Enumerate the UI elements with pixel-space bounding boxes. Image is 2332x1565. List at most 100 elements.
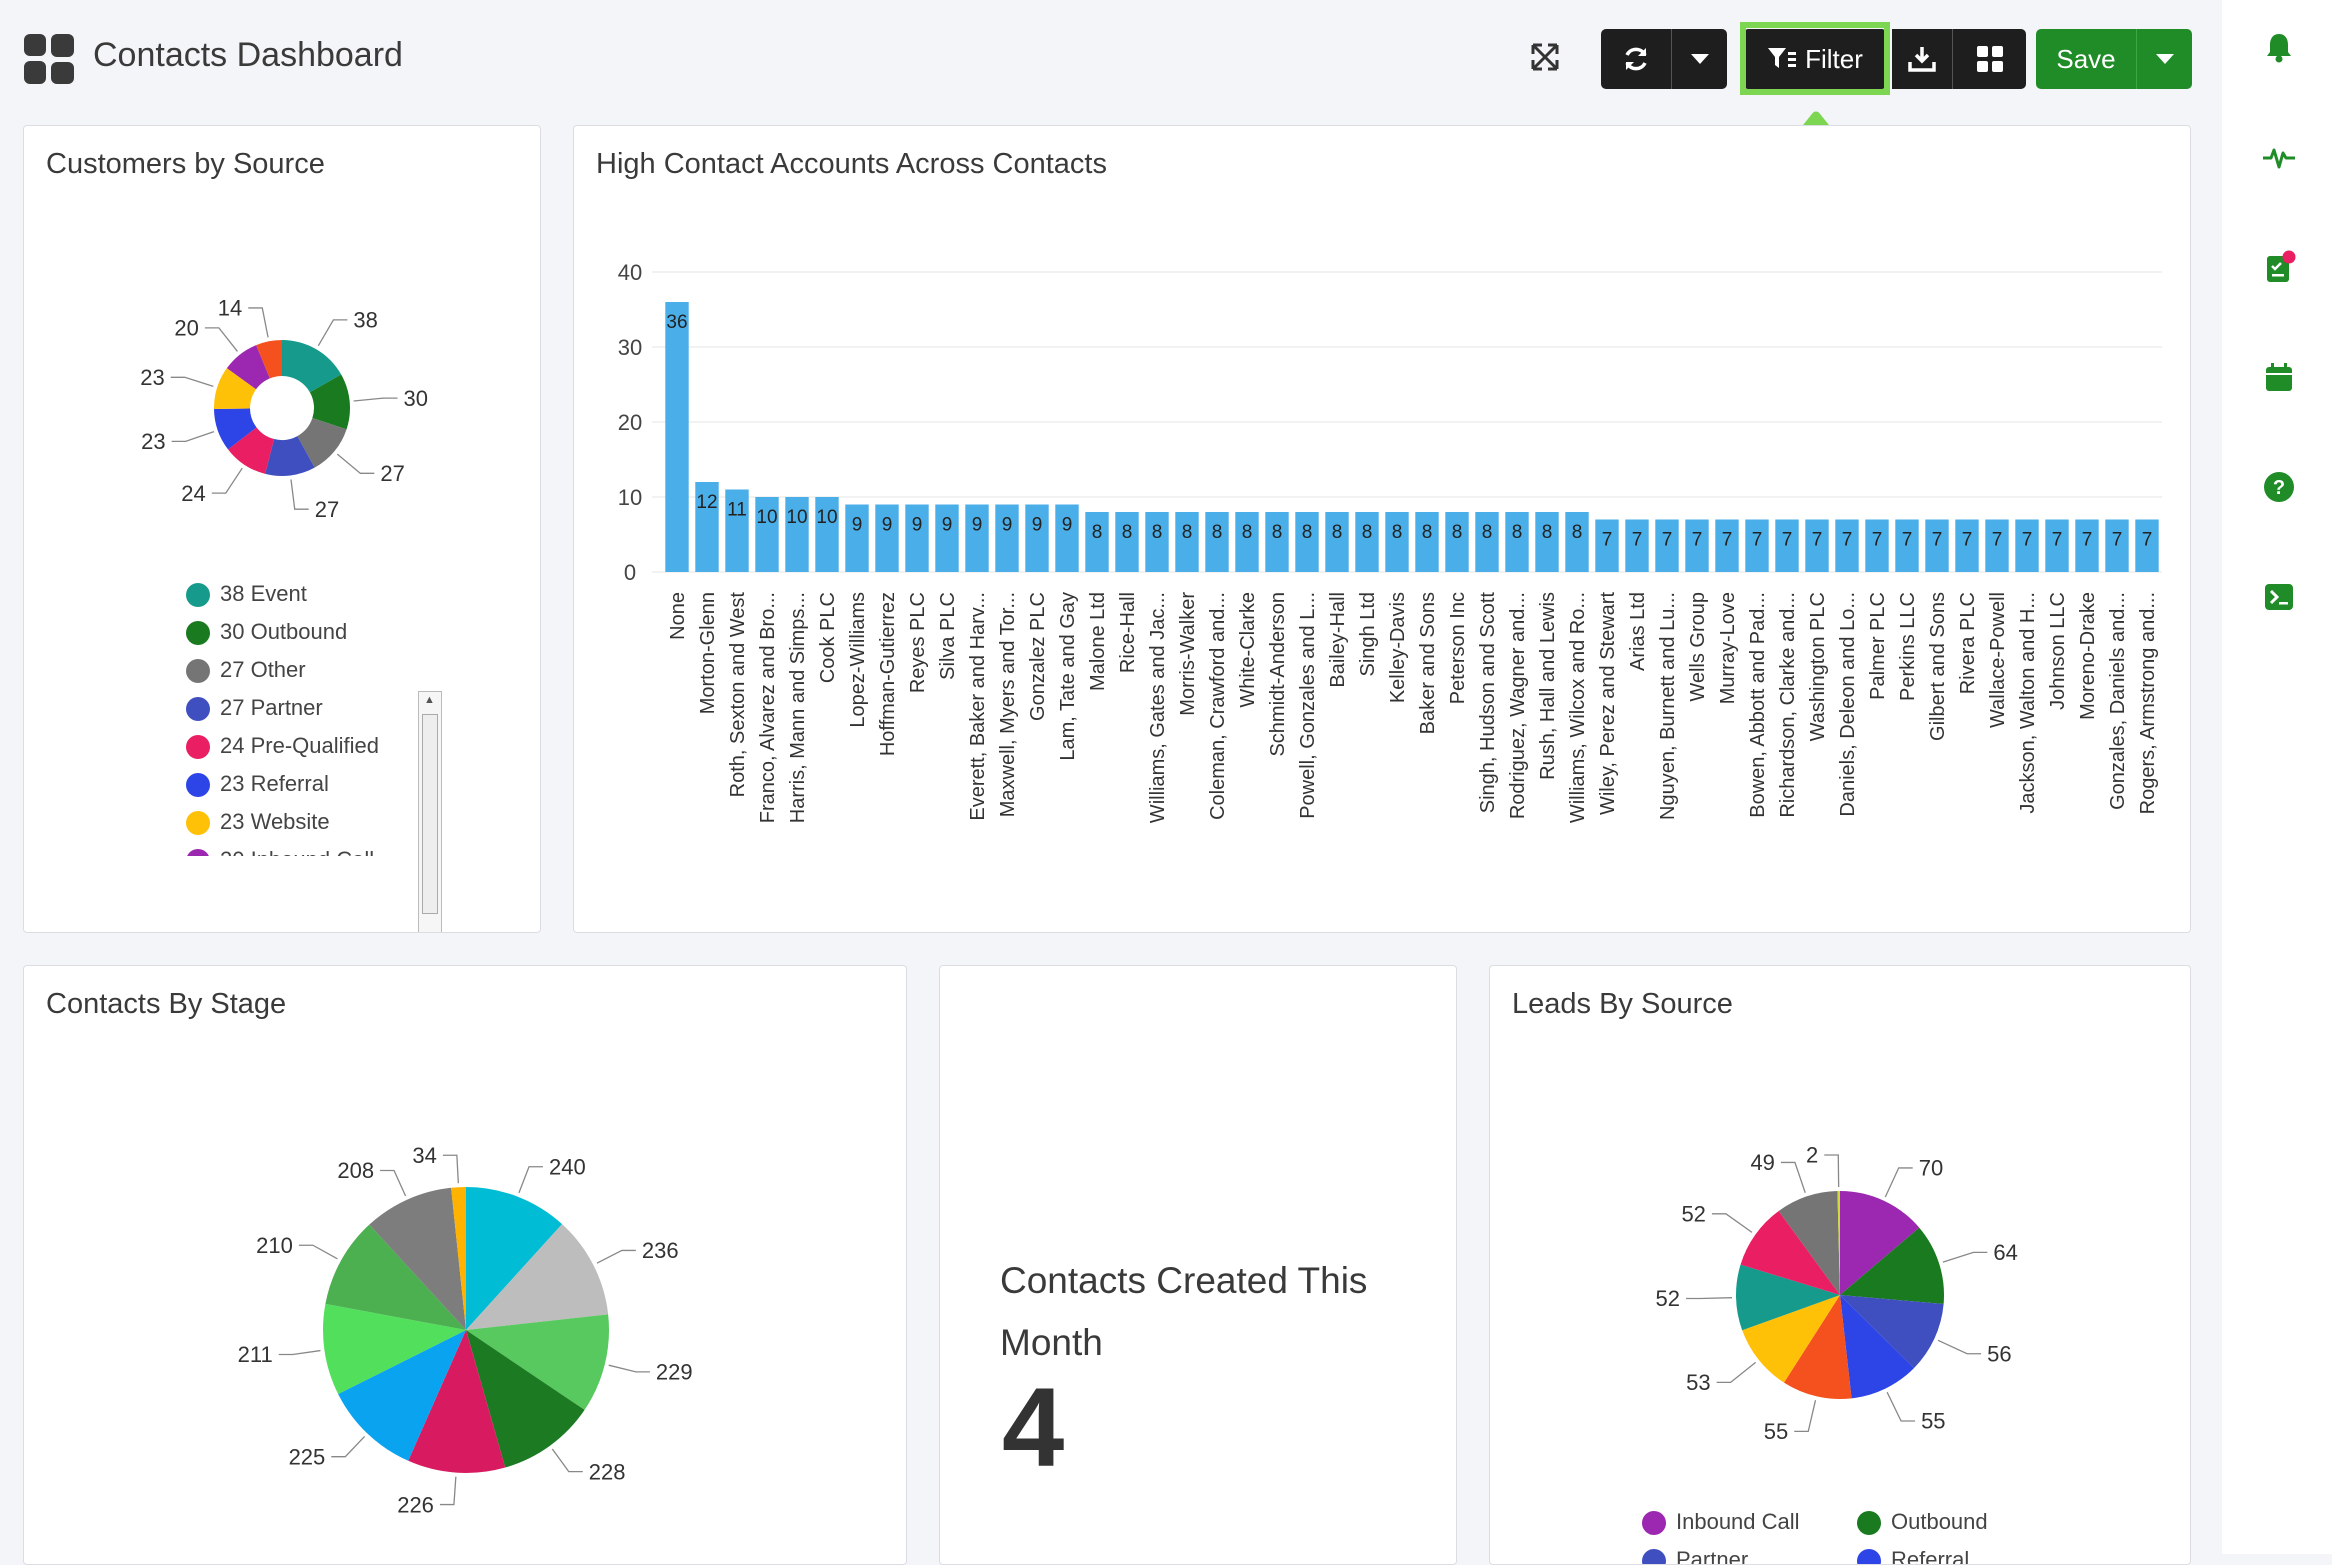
bar[interactable] xyxy=(755,497,779,572)
bar[interactable] xyxy=(695,482,719,572)
bar[interactable] xyxy=(665,302,689,572)
bar[interactable] xyxy=(1505,512,1529,572)
bar[interactable] xyxy=(1775,519,1799,573)
legend-item[interactable]: Referral xyxy=(1857,1547,1969,1564)
bar[interactable] xyxy=(1115,512,1139,572)
legend-item[interactable]: 30 Outbound xyxy=(186,619,347,646)
save-button[interactable]: Save xyxy=(2036,29,2136,89)
stage-slice[interactable] xyxy=(466,1224,609,1330)
layout-button[interactable] xyxy=(1952,29,2026,89)
bar[interactable] xyxy=(1355,512,1379,572)
bar[interactable] xyxy=(935,504,959,573)
bar[interactable] xyxy=(1235,512,1259,572)
leads-slice[interactable] xyxy=(1840,1295,1944,1369)
source-slice[interactable] xyxy=(214,408,257,450)
stage-slice[interactable] xyxy=(451,1187,466,1330)
bar[interactable] xyxy=(845,504,869,573)
bar[interactable] xyxy=(1715,519,1739,573)
bar[interactable] xyxy=(1985,519,2009,573)
activity-icon[interactable] xyxy=(2262,140,2296,174)
legend-item[interactable]: 38 Event xyxy=(186,581,307,608)
legend-item[interactable]: Inbound Call xyxy=(1642,1509,1800,1536)
bar[interactable] xyxy=(1055,504,1079,573)
bar[interactable] xyxy=(1475,512,1499,572)
legend-item[interactable]: 23 Website xyxy=(186,809,330,836)
bar[interactable] xyxy=(2015,519,2039,573)
leads-slice[interactable] xyxy=(1840,1191,1920,1295)
bar[interactable] xyxy=(905,504,929,573)
terminal-icon[interactable] xyxy=(2262,580,2296,614)
bar[interactable] xyxy=(1205,512,1229,572)
bar[interactable] xyxy=(1625,519,1649,573)
bar[interactable] xyxy=(965,504,989,573)
bar[interactable] xyxy=(995,504,1019,573)
bar[interactable] xyxy=(1655,519,1679,573)
bar[interactable] xyxy=(725,489,749,573)
bar[interactable] xyxy=(1175,512,1199,572)
legend-item[interactable]: 23 Referral xyxy=(186,771,329,798)
bar[interactable] xyxy=(2105,519,2129,573)
bar[interactable] xyxy=(1595,519,1619,573)
legend-item[interactable]: Partner xyxy=(1642,1547,1748,1564)
tasks-icon[interactable] xyxy=(2262,250,2296,284)
bar[interactable] xyxy=(1955,519,1979,573)
stage-slice[interactable] xyxy=(466,1187,563,1330)
source-slice[interactable] xyxy=(228,427,275,474)
stage-slice[interactable] xyxy=(466,1330,585,1468)
scrollbar-thumb[interactable] xyxy=(422,714,438,914)
source-slice[interactable] xyxy=(226,345,270,390)
filter-button[interactable]: Filter xyxy=(1745,29,1885,89)
bar[interactable] xyxy=(1745,519,1769,573)
bar[interactable] xyxy=(1265,512,1289,572)
stage-slice[interactable] xyxy=(323,1303,466,1395)
stage-slice[interactable] xyxy=(325,1224,466,1330)
source-slice[interactable] xyxy=(256,340,282,379)
bar[interactable] xyxy=(1445,512,1469,572)
legend-scrollbar[interactable]: ▲ ▼ xyxy=(418,691,442,932)
bar[interactable] xyxy=(2075,519,2099,573)
bar[interactable] xyxy=(785,497,809,572)
source-slice[interactable] xyxy=(309,374,351,430)
bar[interactable] xyxy=(1295,512,1319,572)
stage-slice[interactable] xyxy=(466,1314,609,1410)
legend-item[interactable]: 20 Inbound Call xyxy=(186,847,374,856)
bar[interactable] xyxy=(1325,512,1349,572)
bar[interactable] xyxy=(1685,519,1709,573)
expand-icon[interactable] xyxy=(1530,42,1560,72)
legend-item[interactable]: 27 Other xyxy=(186,657,306,684)
leads-slice[interactable] xyxy=(1740,1211,1840,1295)
leads-slice[interactable] xyxy=(1783,1295,1852,1399)
bar[interactable] xyxy=(2135,519,2159,573)
leads-slice[interactable] xyxy=(1778,1191,1840,1295)
bell-icon[interactable] xyxy=(2262,30,2296,64)
refresh-options-dropdown[interactable] xyxy=(1671,29,1727,89)
calendar-icon[interactable] xyxy=(2262,360,2296,394)
bar[interactable] xyxy=(1865,519,1889,573)
bar[interactable] xyxy=(815,497,839,572)
bar[interactable] xyxy=(1535,512,1559,572)
refresh-button[interactable] xyxy=(1601,29,1671,89)
bar[interactable] xyxy=(1385,512,1409,572)
download-button[interactable] xyxy=(1892,29,1952,89)
bar[interactable] xyxy=(1805,519,1829,573)
source-slice[interactable] xyxy=(265,436,315,476)
bar[interactable] xyxy=(1925,519,1949,573)
leads-slice[interactable] xyxy=(1837,1191,1840,1295)
stage-slice[interactable] xyxy=(338,1330,466,1461)
help-icon[interactable]: ? xyxy=(2262,470,2296,504)
legend-item[interactable]: 24 Pre-Qualified xyxy=(186,733,379,760)
leads-slice[interactable] xyxy=(1742,1295,1840,1383)
leads-slice[interactable] xyxy=(1840,1227,1944,1304)
legend-item[interactable]: Outbound xyxy=(1857,1509,1988,1536)
source-slice[interactable] xyxy=(282,340,342,393)
bar[interactable] xyxy=(1835,519,1859,573)
bar[interactable] xyxy=(1415,512,1439,572)
bar[interactable] xyxy=(875,504,899,573)
save-options-dropdown[interactable] xyxy=(2136,29,2192,89)
source-slice[interactable] xyxy=(214,368,257,409)
stage-slice[interactable] xyxy=(408,1330,506,1473)
bar[interactable] xyxy=(1145,512,1169,572)
source-slice[interactable] xyxy=(297,418,347,468)
bar[interactable] xyxy=(1565,512,1589,572)
bar[interactable] xyxy=(1085,512,1109,572)
